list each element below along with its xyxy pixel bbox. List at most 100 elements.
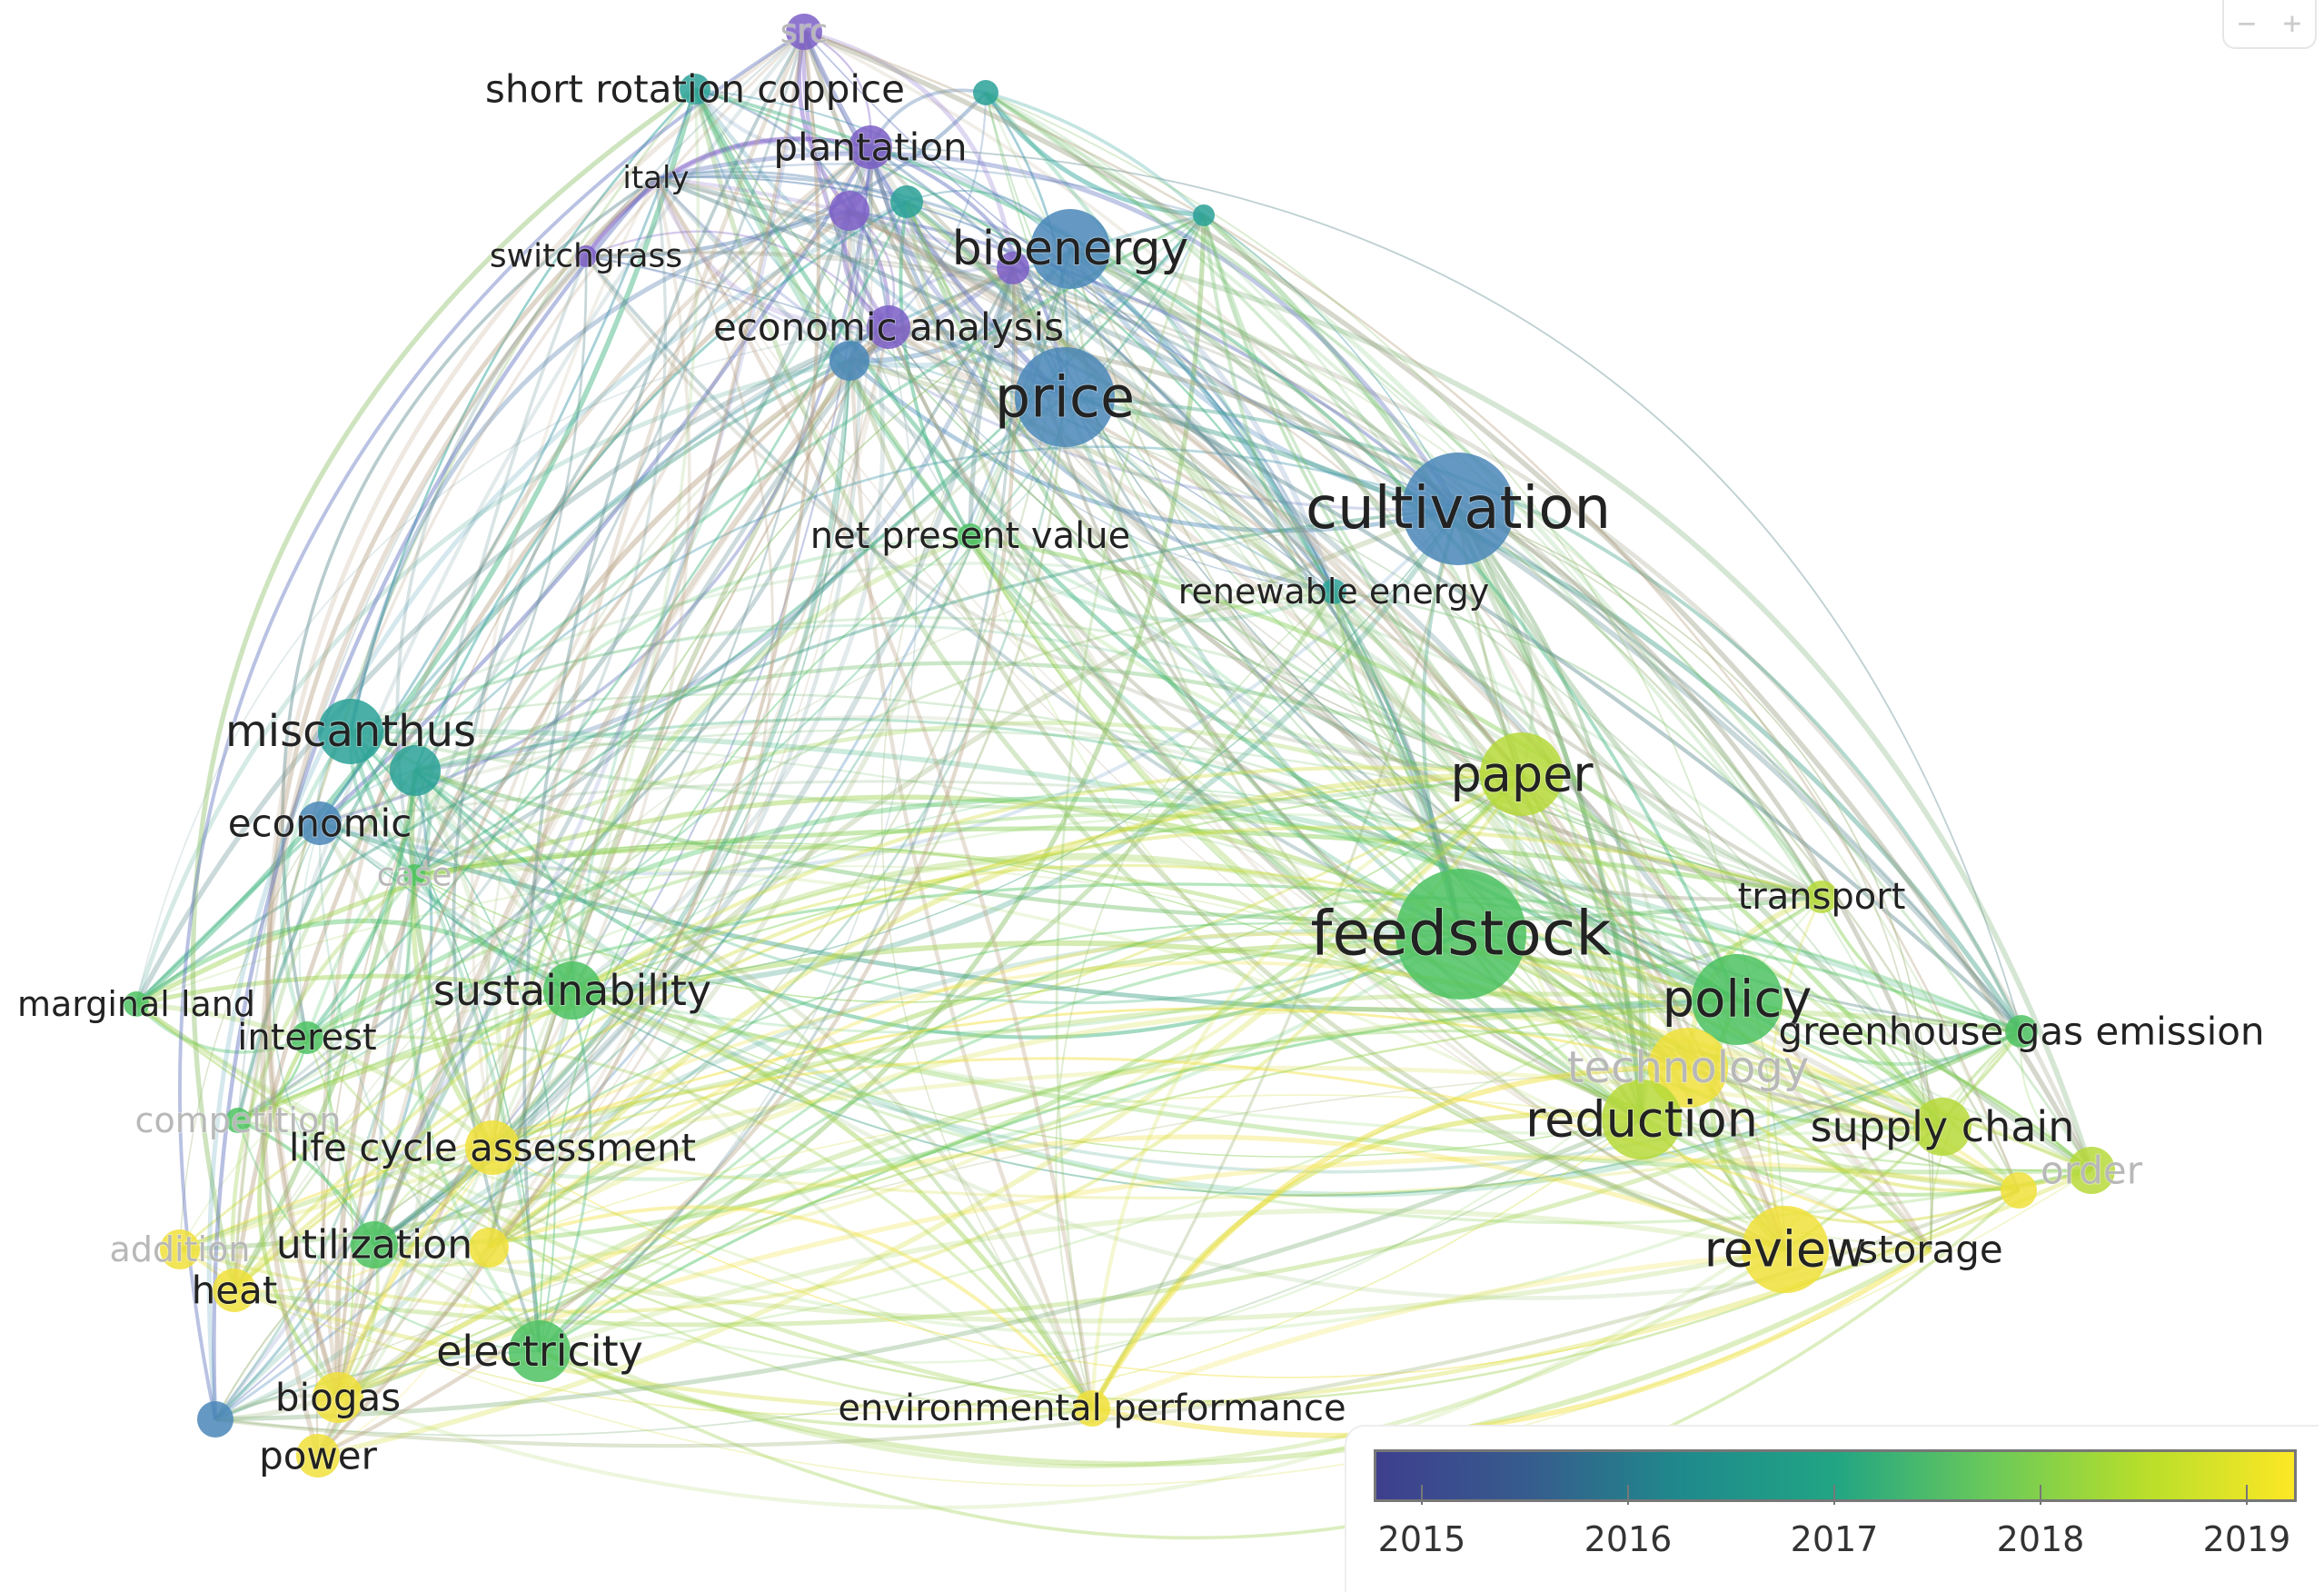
link-environmental-performance-paper (1089, 772, 1523, 1409)
node-policy[interactable] (1692, 954, 1783, 1045)
node-paper[interactable] (1480, 732, 1564, 816)
node-n-p4[interactable] (1193, 204, 1215, 226)
link-miscanthus-transport (350, 562, 1823, 899)
node-case[interactable] (403, 864, 425, 886)
label-price[interactable]: price (994, 363, 1136, 432)
label-switchgrass[interactable]: switchgrass (489, 237, 683, 276)
node-reduction[interactable] (1602, 1080, 1682, 1159)
label-greenhouse-gas-emission[interactable]: greenhouse gas emission (1777, 1009, 2265, 1055)
node-src[interactable] (786, 14, 822, 50)
node-competition[interactable] (225, 1108, 251, 1133)
node-n-p2[interactable] (829, 191, 869, 231)
node-addition[interactable] (160, 1229, 200, 1269)
link-economic-plantation (319, 146, 872, 825)
node-review[interactable] (1742, 1206, 1829, 1293)
node-bioenergy[interactable] (1030, 209, 1110, 289)
label-net-present-value[interactable]: net present value (809, 514, 1131, 558)
node-life-cycle-assessment[interactable] (465, 1120, 520, 1175)
node-heat[interactable] (213, 1269, 256, 1312)
label-bioenergy[interactable]: bioenergy (951, 221, 1189, 277)
label-src[interactable]: src (780, 13, 829, 52)
label-life-cycle-assessment[interactable]: life cycle assessment (288, 1125, 697, 1171)
node-power[interactable] (296, 1434, 340, 1478)
label-review[interactable]: review (1703, 1220, 1868, 1279)
label-technology[interactable]: technology (1566, 1041, 1811, 1094)
node-greenhouse-gas-emission[interactable] (2005, 1015, 2038, 1048)
node-supply-chain[interactable] (1913, 1098, 1971, 1156)
label-sustainability[interactable]: sustainability (432, 965, 712, 1016)
link-net-present-value-src (803, 31, 971, 537)
node-n-mi2[interactable] (390, 745, 441, 796)
label-interest[interactable]: interest (236, 1016, 377, 1060)
link-competition-feedstock (237, 932, 1463, 1181)
link-reduction-paper (1513, 773, 1644, 1121)
link-sustainability-marginal-land (134, 918, 574, 1007)
link-reduction-heat (233, 1119, 1643, 1416)
label-feedstock[interactable]: feedstock (1309, 898, 1613, 971)
label-supply-chain[interactable]: supply chain (1810, 1101, 2076, 1152)
node-n-p3[interactable] (890, 185, 923, 218)
node-n-bio2[interactable] (997, 252, 1029, 284)
label-reduction[interactable]: reduction (1525, 1090, 1759, 1149)
label-environmental-performance[interactable]: environmental performance (837, 1387, 1346, 1430)
node-biogas[interactable] (313, 1372, 363, 1423)
link-storage-n-p2 (848, 209, 1932, 1251)
node-electricity[interactable] (509, 1320, 571, 1382)
label-order[interactable]: order (2040, 1148, 2144, 1194)
label-economic[interactable]: economic (227, 801, 413, 847)
label-italy[interactable]: italy (621, 159, 690, 197)
node-short-rotation-coppice[interactable] (680, 74, 710, 104)
node-sustainability[interactable] (543, 961, 601, 1020)
zoom-out-button[interactable]: − (2237, 5, 2257, 42)
label-storage[interactable]: storage (1857, 1227, 2004, 1273)
node-technology[interactable] (1648, 1028, 1728, 1108)
label-economic-analysis[interactable]: economic analysis (712, 304, 1065, 351)
node-renewable-energy[interactable] (1321, 579, 1346, 604)
zoom-in-button[interactable]: + (2282, 5, 2302, 42)
node-economic-analysis[interactable] (867, 305, 910, 349)
label-paper[interactable]: paper (1449, 745, 1594, 804)
link-short-rotation-coppice-price (693, 88, 1066, 399)
node-economic[interactable] (298, 801, 342, 845)
label-utilization[interactable]: utilization (275, 1221, 473, 1269)
node-n-coppice-2[interactable] (973, 80, 998, 105)
link-short-rotation-coppice-heat (233, 88, 697, 1291)
label-heat[interactable]: heat (191, 1268, 279, 1314)
node-transport[interactable] (1805, 881, 1838, 913)
node-interest[interactable] (291, 1021, 323, 1054)
label-biogas[interactable]: biogas (274, 1375, 402, 1421)
node-n-left-blue[interactable] (197, 1401, 233, 1438)
node-n-ea2[interactable] (829, 341, 869, 381)
label-competition[interactable]: competition (134, 1099, 343, 1141)
zoom-control: − + (2222, 0, 2317, 49)
label-addition[interactable]: addition (109, 1229, 252, 1270)
label-cultivation[interactable]: cultivation (1305, 474, 1612, 543)
label-electricity[interactable]: electricity (435, 1326, 644, 1377)
label-policy[interactable]: policy (1662, 970, 1813, 1030)
label-transport[interactable]: transport (1737, 875, 1907, 919)
label-plantation[interactable]: plantation (772, 124, 968, 171)
node-switchgrass[interactable] (575, 245, 597, 267)
node-cultivation[interactable] (1402, 453, 1515, 565)
node-environmental-performance[interactable] (1074, 1390, 1110, 1427)
link-n-coppice-2-economic-analysis (888, 92, 988, 328)
label-marginal-land[interactable]: marginal land (16, 983, 256, 1025)
node-plantation[interactable] (849, 125, 892, 169)
label-power[interactable]: power (258, 1433, 379, 1479)
node-marginal-land[interactable] (124, 991, 149, 1017)
label-renewable-energy[interactable]: renewable energy (1177, 571, 1491, 612)
node-feedstock[interactable] (1395, 869, 1526, 1000)
node-miscanthus[interactable] (318, 699, 383, 764)
node-price[interactable] (1015, 347, 1115, 447)
node-net-present-value[interactable] (958, 523, 983, 549)
label-short-rotation-coppice[interactable]: short rotation coppice (484, 66, 906, 113)
link-addition-renewable-energy (179, 590, 1336, 1252)
node-n-order2[interactable] (2001, 1172, 2037, 1209)
label-case[interactable]: case (376, 856, 453, 895)
node-utilization[interactable] (351, 1221, 398, 1269)
label-miscanthus[interactable]: miscanthus (224, 705, 477, 758)
node-order[interactable] (2068, 1147, 2115, 1194)
link-src-transport (801, 31, 1822, 900)
node-n-ut2[interactable] (469, 1228, 509, 1268)
